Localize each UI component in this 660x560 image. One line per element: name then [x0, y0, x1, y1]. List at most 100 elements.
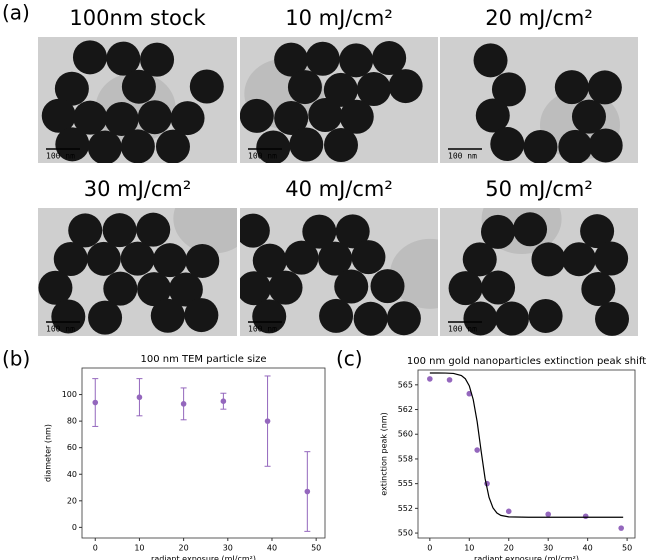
scale-bar-label: 100 nm [46, 325, 75, 334]
y-tick-label: 100 [62, 390, 77, 399]
nanoparticle [55, 127, 90, 162]
nanoparticle [558, 129, 593, 163]
nanoparticle [38, 270, 73, 305]
nanoparticle [386, 301, 421, 336]
particles [240, 41, 423, 163]
y-tick-label: 550 [398, 529, 413, 538]
blob [173, 208, 237, 254]
nanoparticle [152, 243, 187, 278]
fit-line [429, 372, 624, 518]
nanoparticle [494, 301, 529, 336]
tem-image: 100 nm [440, 37, 638, 163]
nanoparticle [240, 271, 271, 306]
y-tick-label: 552 [398, 504, 413, 513]
y-axis-label: diameter (nm) [44, 424, 53, 482]
nanoparticle [287, 70, 322, 105]
axes-frame [417, 369, 636, 539]
y-tick-label: 80 [67, 417, 77, 426]
scale-bar-label: 100 nm [448, 325, 477, 334]
nanoparticle [240, 98, 274, 133]
nanoparticle [353, 301, 388, 336]
data-point [180, 401, 187, 407]
nanoparticle [87, 130, 122, 163]
nanoparticle [252, 243, 287, 278]
nanoparticle [68, 213, 103, 248]
x-axis-label: radiant exposure (mJ/cm²) [151, 555, 256, 560]
nanoparticle [370, 269, 405, 304]
nanoparticle [284, 240, 319, 275]
tem-image: 100 nm [240, 37, 438, 163]
axes-frame [81, 367, 326, 539]
nanoparticle [240, 213, 270, 248]
nanoparticle [302, 214, 337, 249]
image-title: 40 mJ/cm² [285, 177, 393, 201]
y-tick-label: 20 [67, 496, 77, 505]
nanoparticle [170, 101, 205, 136]
nanoparticle [136, 212, 171, 247]
x-tick-label: 10 [134, 544, 144, 553]
y-axis-label: extinction peak (nm) [380, 412, 389, 495]
panel-label: (a) [2, 1, 30, 25]
nanoparticle [51, 299, 86, 334]
nanoparticle [54, 71, 89, 106]
nanoparticle [308, 98, 343, 133]
nanoparticle [103, 271, 138, 306]
image-title: 10 mJ/cm² [285, 6, 393, 30]
nanoparticle [462, 242, 497, 277]
data-point [505, 508, 512, 515]
x-tick-label: 0 [93, 544, 98, 553]
nanoparticle [137, 100, 172, 135]
data-point [545, 511, 551, 518]
image-title: 30 mJ/cm² [84, 177, 192, 201]
panel-label: (b) [2, 347, 30, 371]
y-tick-label: 60 [67, 443, 77, 452]
x-tick-label: 30 [543, 544, 553, 553]
nanoparticle [72, 40, 107, 75]
x-tick-label: 20 [504, 544, 514, 553]
nanoparticle [150, 298, 185, 333]
scale-bar-label: 100 nm [248, 152, 277, 161]
data-point [136, 394, 143, 401]
data-point [474, 447, 480, 453]
nanoparticle [335, 214, 370, 249]
data-point [220, 398, 227, 405]
nanoparticle [102, 213, 137, 248]
tem-image: 100 nm [440, 208, 638, 336]
nanoparticle [120, 241, 155, 276]
data-point [264, 418, 271, 424]
nanoparticle [274, 100, 309, 135]
nanoparticle [88, 300, 123, 335]
particles [473, 43, 623, 163]
nanoparticle [580, 214, 615, 249]
data-point [427, 376, 433, 382]
tem-image: 100 nm [38, 208, 237, 336]
nanoparticle [106, 41, 141, 76]
x-tick-label: 40 [583, 544, 593, 553]
nanoparticle [571, 99, 606, 134]
data-point [446, 377, 453, 383]
nanoparticle [140, 42, 175, 77]
nanoparticle [388, 69, 423, 104]
panel-label: (c) [336, 347, 363, 371]
chart-title: 100 nm TEM particle size [140, 354, 266, 365]
nanoparticle [339, 43, 374, 78]
nanoparticle [168, 272, 203, 307]
nanoparticle [372, 41, 407, 76]
nanoparticle [137, 272, 172, 307]
nanoparticle [104, 101, 139, 136]
y-tick-label: 558 [398, 454, 413, 463]
y-tick-label: 555 [398, 479, 413, 488]
particles [448, 208, 630, 336]
nanoparticle [268, 270, 303, 305]
nanoparticle [73, 100, 108, 135]
nanoparticle [184, 298, 219, 333]
nanoparticle [323, 128, 358, 163]
chart-title: 100 nm gold nanoparticles extinction pea… [407, 356, 646, 367]
nanoparticle [155, 129, 190, 163]
nanoparticle [121, 69, 156, 104]
nanoparticle [252, 299, 287, 334]
nanoparticle [561, 242, 596, 277]
nanoparticle [41, 98, 76, 133]
x-tick-label: 30 [223, 544, 233, 553]
